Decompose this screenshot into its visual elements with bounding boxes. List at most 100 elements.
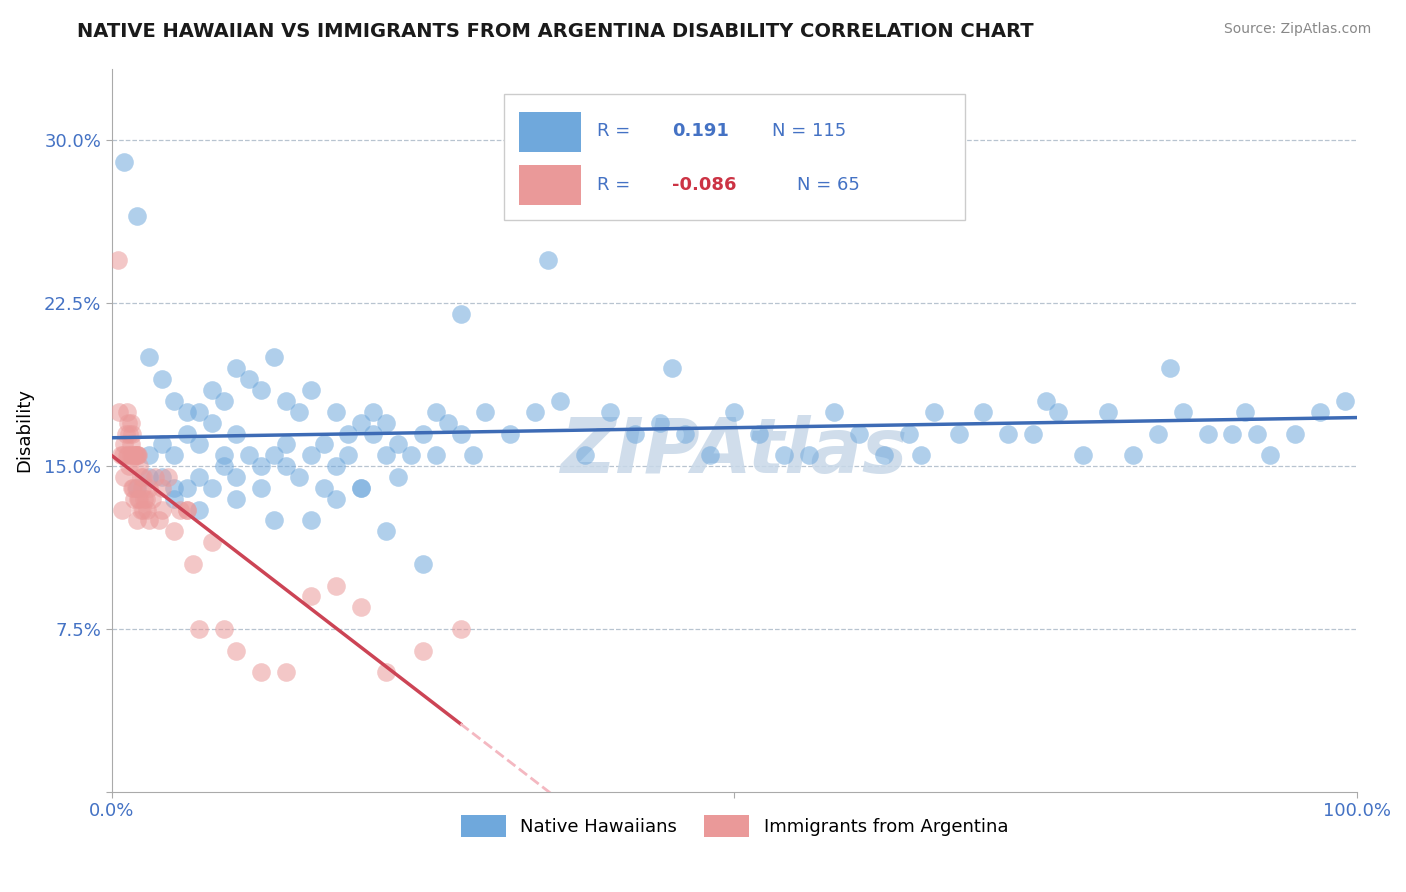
- Point: [225, 470, 247, 484]
- Point: [748, 426, 770, 441]
- Point: [150, 437, 173, 451]
- Point: [263, 513, 285, 527]
- Point: [1035, 393, 1057, 408]
- Point: [972, 405, 994, 419]
- Point: [115, 405, 138, 419]
- Text: N = 65: N = 65: [797, 176, 859, 194]
- Point: [225, 644, 247, 658]
- Point: [325, 491, 347, 506]
- Point: [176, 502, 198, 516]
- Point: [111, 502, 134, 516]
- Point: [873, 448, 896, 462]
- Point: [599, 405, 621, 419]
- Point: [312, 437, 335, 451]
- Point: [948, 426, 970, 441]
- Point: [548, 393, 571, 408]
- Point: [163, 491, 186, 506]
- Point: [773, 448, 796, 462]
- Point: [699, 448, 721, 462]
- Point: [107, 252, 129, 267]
- Point: [648, 416, 671, 430]
- Point: [138, 448, 160, 462]
- Point: [138, 351, 160, 365]
- Point: [128, 491, 150, 506]
- Point: [312, 481, 335, 495]
- Point: [823, 405, 845, 419]
- Point: [188, 405, 211, 419]
- Point: [238, 448, 260, 462]
- Point: [112, 437, 135, 451]
- Point: [1047, 405, 1070, 419]
- Point: [188, 622, 211, 636]
- Point: [499, 426, 522, 441]
- Point: [150, 481, 173, 495]
- Point: [325, 459, 347, 474]
- Point: [1233, 405, 1256, 419]
- Point: [250, 665, 273, 680]
- Point: [132, 502, 155, 516]
- Point: [799, 448, 821, 462]
- Point: [299, 448, 322, 462]
- Point: [897, 426, 920, 441]
- Point: [1333, 393, 1355, 408]
- Point: [125, 209, 148, 223]
- Text: NATIVE HAWAIIAN VS IMMIGRANTS FROM ARGENTINA DISABILITY CORRELATION CHART: NATIVE HAWAIIAN VS IMMIGRANTS FROM ARGEN…: [77, 22, 1033, 41]
- Point: [188, 470, 211, 484]
- Point: [325, 405, 347, 419]
- Point: [276, 459, 298, 474]
- Point: [1171, 405, 1194, 419]
- Point: [450, 307, 472, 321]
- Point: [127, 448, 149, 462]
- Point: [176, 481, 198, 495]
- Text: R =: R =: [598, 122, 631, 140]
- Point: [537, 252, 560, 267]
- Bar: [519, 165, 581, 204]
- Point: [299, 383, 322, 397]
- Point: [350, 481, 373, 495]
- Point: [250, 459, 273, 474]
- Text: Source: ZipAtlas.com: Source: ZipAtlas.com: [1223, 22, 1371, 37]
- Legend: Native Hawaiians, Immigrants from Argentina: Native Hawaiians, Immigrants from Argent…: [453, 808, 1015, 845]
- Point: [163, 393, 186, 408]
- Text: ZIPAtlas: ZIPAtlas: [561, 415, 908, 489]
- Point: [212, 448, 235, 462]
- Point: [188, 437, 211, 451]
- Point: [163, 524, 186, 539]
- Point: [125, 481, 148, 495]
- Point: [337, 426, 360, 441]
- Point: [1222, 426, 1244, 441]
- Point: [461, 448, 484, 462]
- Point: [374, 665, 396, 680]
- Point: [287, 405, 309, 419]
- Point: [474, 405, 496, 419]
- Point: [129, 470, 152, 484]
- Point: [263, 351, 285, 365]
- Point: [1159, 361, 1181, 376]
- Bar: [519, 112, 581, 152]
- Point: [112, 470, 135, 484]
- Point: [200, 383, 222, 397]
- Point: [134, 491, 156, 506]
- Point: [1097, 405, 1119, 419]
- Point: [412, 557, 434, 571]
- Point: [1122, 448, 1144, 462]
- Point: [112, 448, 135, 462]
- Point: [287, 470, 309, 484]
- Point: [114, 426, 136, 441]
- Point: [120, 416, 142, 430]
- Point: [125, 448, 148, 462]
- Point: [412, 426, 434, 441]
- Point: [337, 448, 360, 462]
- Point: [1197, 426, 1219, 441]
- Point: [387, 470, 409, 484]
- Point: [276, 393, 298, 408]
- Point: [124, 491, 146, 506]
- Text: R =: R =: [598, 176, 631, 194]
- Point: [212, 622, 235, 636]
- Point: [141, 491, 163, 506]
- Point: [374, 416, 396, 430]
- Point: [150, 502, 173, 516]
- Point: [176, 405, 198, 419]
- Point: [374, 524, 396, 539]
- Point: [117, 416, 139, 430]
